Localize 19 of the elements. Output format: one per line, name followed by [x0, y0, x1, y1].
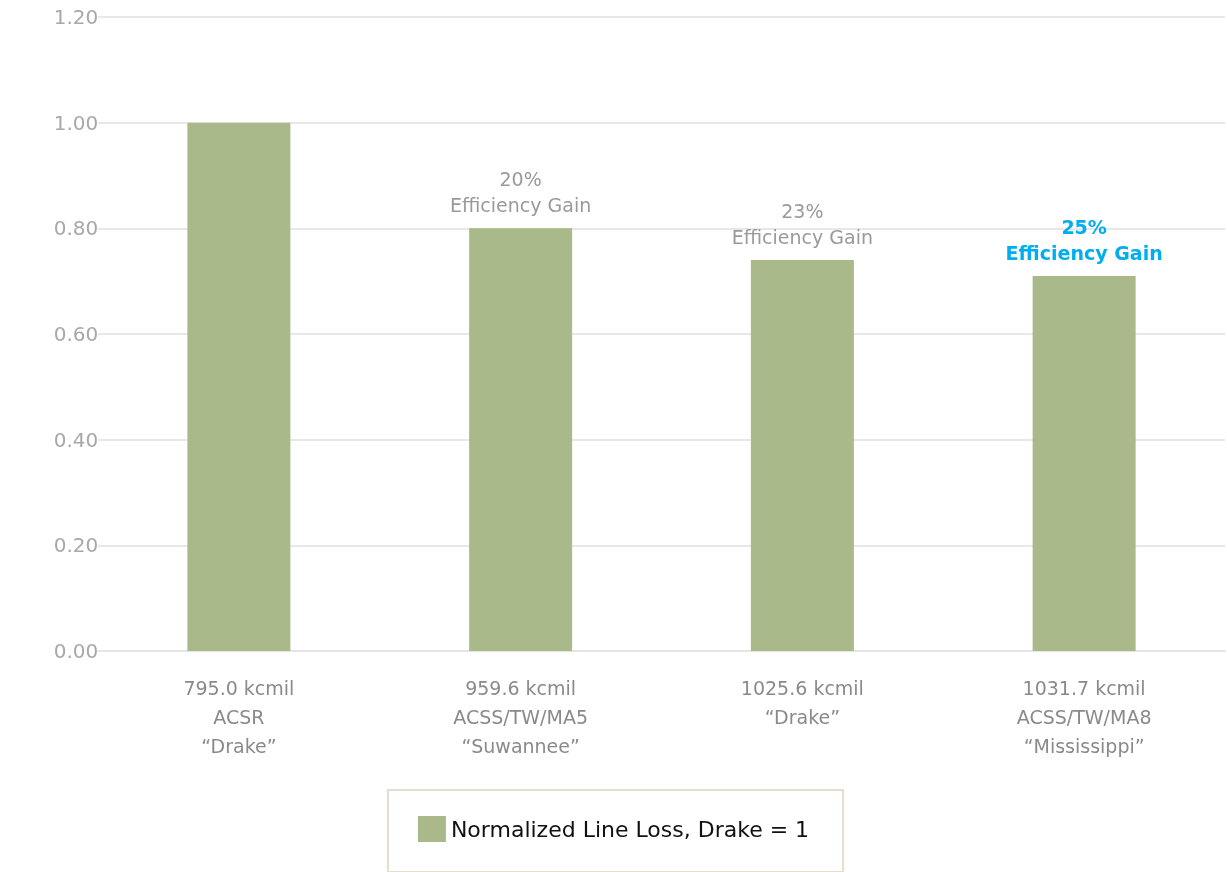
- legend-label: Normalized Line Loss, Drake = 1: [450, 816, 810, 842]
- annotation: 23% Efficiency Gain: [731, 200, 873, 249]
- bar: [469, 228, 573, 651]
- bar: [750, 260, 854, 651]
- x-tick-label: 1025.6 kcmil “Drake”: [740, 676, 864, 728]
- y-tick-label: 0.40: [53, 427, 99, 452]
- annotation: 25% Efficiency Gain: [1005, 215, 1163, 264]
- bar: [187, 122, 291, 651]
- bar: [1032, 275, 1136, 651]
- x-tick-label: 959.6 kcmil ACSS/TW/MA5 “Suwannee”: [453, 676, 588, 757]
- y-tick-label: 0.20: [53, 533, 99, 558]
- y-tick-label: 1.20: [53, 5, 99, 29]
- y-tick-label: 0.60: [53, 322, 99, 346]
- x-tick-label: 1031.7 kcmil ACSS/TW/MA8 “Mississippi”: [1016, 676, 1152, 757]
- annotation: 20% Efficiency Gain: [450, 168, 592, 217]
- y-tick-label: 1.00: [53, 110, 99, 135]
- y-tick-label: 0.00: [53, 639, 99, 663]
- y-tick-label: 0.80: [53, 216, 99, 241]
- x-tick-label: 795.0 kcmil ACSR “Drake”: [183, 676, 295, 757]
